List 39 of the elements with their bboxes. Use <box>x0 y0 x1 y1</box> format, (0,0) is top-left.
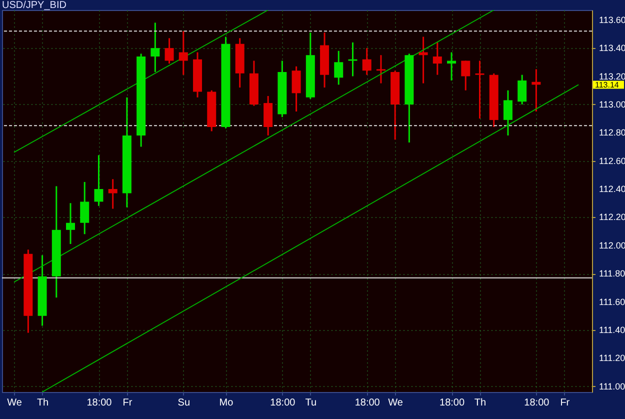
x-tick-label: Su <box>178 398 190 408</box>
candlestick <box>94 154 104 207</box>
x-tick-label: 18:00 <box>524 398 550 408</box>
candlestick <box>264 95 273 136</box>
candlestick <box>376 54 386 84</box>
y-tick-label: 111.60 <box>599 296 625 307</box>
x-tick-label: Mo <box>219 398 234 408</box>
candlestick <box>80 181 90 235</box>
candlestick <box>334 50 344 86</box>
x-tick-label: Fr <box>560 398 570 408</box>
chart-title: USD/JPY_BID <box>2 0 66 11</box>
x-tick-label: We <box>7 398 22 408</box>
x-tick-label: Th <box>36 398 49 408</box>
candlestick <box>178 30 188 76</box>
candlestick <box>164 37 174 64</box>
y-tick-label: 111.40 <box>599 324 625 335</box>
candlestick <box>362 47 372 76</box>
x-tick-label: Th <box>474 398 486 408</box>
candlestick <box>518 74 527 106</box>
x-tick-label: Tu <box>305 398 317 408</box>
candlestick <box>447 52 456 82</box>
x-tick-label: 18:00 <box>354 398 380 408</box>
x-tick-label: We <box>388 398 404 408</box>
candlestick <box>503 90 512 136</box>
y-tick-label: 111.20 <box>599 353 625 364</box>
x-tick-label: 18:00 <box>86 398 112 408</box>
text: 113.14 <box>595 80 620 90</box>
candlestick <box>150 22 160 73</box>
candlestick <box>292 66 301 112</box>
candlestick <box>108 178 118 210</box>
x-tick-label: 18:00 <box>270 398 296 408</box>
candlestick <box>475 60 484 120</box>
y-tick-label: 111.80 <box>599 268 625 279</box>
candlestick <box>66 202 76 245</box>
candlestick <box>461 60 470 92</box>
y-tick-label: 111.00 <box>599 381 625 392</box>
x-tick-label: Fr <box>122 398 133 408</box>
x-tick-label: 18:00 <box>440 398 465 408</box>
candlestick <box>432 42 442 76</box>
